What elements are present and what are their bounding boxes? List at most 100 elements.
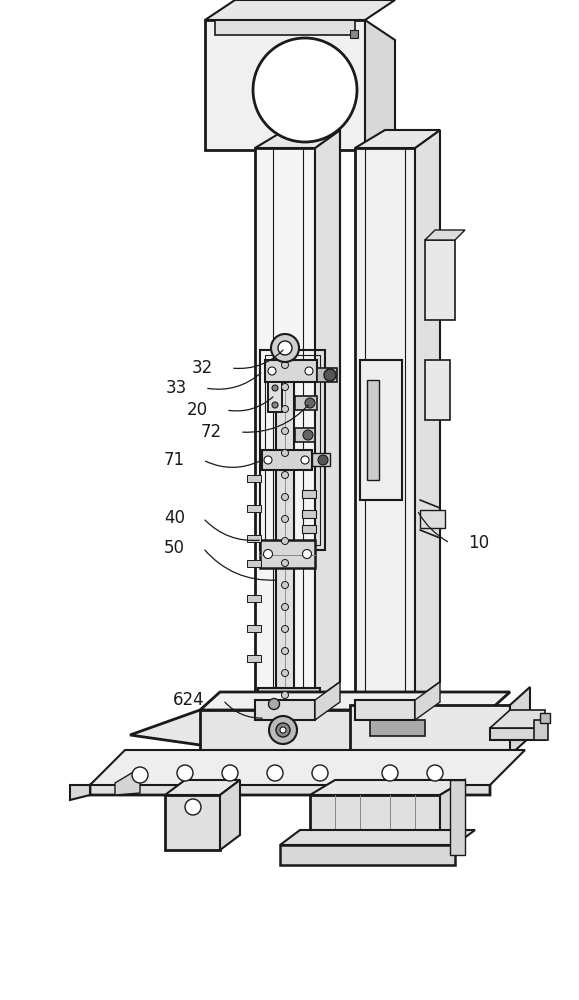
Circle shape xyxy=(281,516,288,522)
Bar xyxy=(302,510,316,518)
Circle shape xyxy=(185,799,201,815)
Circle shape xyxy=(276,723,290,737)
Polygon shape xyxy=(280,830,475,845)
Bar xyxy=(200,765,490,783)
Circle shape xyxy=(318,455,328,465)
Circle shape xyxy=(272,402,278,408)
Circle shape xyxy=(263,550,273,558)
Bar xyxy=(310,795,440,850)
Text: 40: 40 xyxy=(164,509,185,527)
Bar xyxy=(367,380,379,480)
Bar xyxy=(268,382,282,412)
Bar xyxy=(276,350,294,720)
Circle shape xyxy=(222,765,238,781)
Circle shape xyxy=(305,398,315,408)
Polygon shape xyxy=(440,780,465,850)
Bar xyxy=(425,360,450,420)
Polygon shape xyxy=(310,780,465,795)
Text: 20: 20 xyxy=(187,401,208,419)
Bar xyxy=(420,510,445,528)
Text: 72: 72 xyxy=(201,423,222,441)
Circle shape xyxy=(281,361,288,368)
Text: 71: 71 xyxy=(164,451,185,469)
Circle shape xyxy=(301,456,309,464)
Bar xyxy=(355,700,415,720)
Polygon shape xyxy=(165,780,240,795)
Polygon shape xyxy=(90,765,490,795)
Bar xyxy=(317,368,337,382)
Circle shape xyxy=(132,767,148,783)
Bar xyxy=(534,720,548,740)
Polygon shape xyxy=(70,785,90,800)
Text: 33: 33 xyxy=(166,379,187,397)
Circle shape xyxy=(281,450,288,456)
Circle shape xyxy=(281,582,288,588)
Polygon shape xyxy=(355,130,440,148)
Circle shape xyxy=(281,538,288,544)
Text: 32: 32 xyxy=(192,359,213,377)
Polygon shape xyxy=(205,0,395,20)
Circle shape xyxy=(280,727,286,733)
Bar xyxy=(258,688,320,720)
Circle shape xyxy=(281,472,288,479)
Circle shape xyxy=(302,550,312,558)
Polygon shape xyxy=(115,768,140,795)
Bar xyxy=(268,382,282,412)
Polygon shape xyxy=(425,230,465,240)
Polygon shape xyxy=(490,710,545,728)
Bar xyxy=(260,540,315,568)
Bar xyxy=(215,20,355,35)
Polygon shape xyxy=(510,687,530,755)
Bar xyxy=(292,138,310,150)
Polygon shape xyxy=(315,682,340,720)
Circle shape xyxy=(269,698,280,710)
Circle shape xyxy=(281,670,288,676)
Bar xyxy=(450,780,465,855)
Polygon shape xyxy=(200,692,510,710)
Bar xyxy=(540,713,550,723)
Bar xyxy=(350,705,510,755)
Circle shape xyxy=(281,406,288,412)
Bar xyxy=(247,595,261,602)
Polygon shape xyxy=(220,780,240,850)
Circle shape xyxy=(268,367,276,375)
Text: 624: 624 xyxy=(173,691,205,709)
Circle shape xyxy=(264,456,272,464)
Bar xyxy=(295,130,301,142)
Circle shape xyxy=(281,428,288,434)
Bar xyxy=(262,718,317,730)
Bar xyxy=(355,148,415,700)
Text: 10: 10 xyxy=(468,534,489,552)
Bar xyxy=(247,475,261,482)
Circle shape xyxy=(269,716,297,744)
Circle shape xyxy=(272,385,278,391)
Polygon shape xyxy=(365,20,395,170)
Bar xyxy=(280,845,455,865)
Bar xyxy=(205,20,365,150)
Bar xyxy=(350,30,358,38)
Polygon shape xyxy=(255,130,340,148)
Circle shape xyxy=(303,430,313,440)
Bar xyxy=(247,625,261,632)
Circle shape xyxy=(267,765,283,781)
Bar xyxy=(265,360,317,382)
Polygon shape xyxy=(90,750,525,785)
Circle shape xyxy=(281,648,288,654)
Bar xyxy=(360,360,402,500)
Bar xyxy=(255,148,315,700)
Circle shape xyxy=(324,369,336,381)
Bar xyxy=(247,560,261,567)
Bar xyxy=(247,505,261,512)
Circle shape xyxy=(281,603,288,610)
Bar xyxy=(266,696,284,708)
Bar xyxy=(302,525,316,533)
Bar xyxy=(370,720,425,736)
Bar xyxy=(247,655,261,662)
Text: 50: 50 xyxy=(164,539,185,557)
Circle shape xyxy=(281,626,288,633)
Bar xyxy=(295,428,315,442)
Circle shape xyxy=(312,765,328,781)
Polygon shape xyxy=(315,130,340,700)
Bar xyxy=(260,350,325,550)
Circle shape xyxy=(281,383,288,390)
